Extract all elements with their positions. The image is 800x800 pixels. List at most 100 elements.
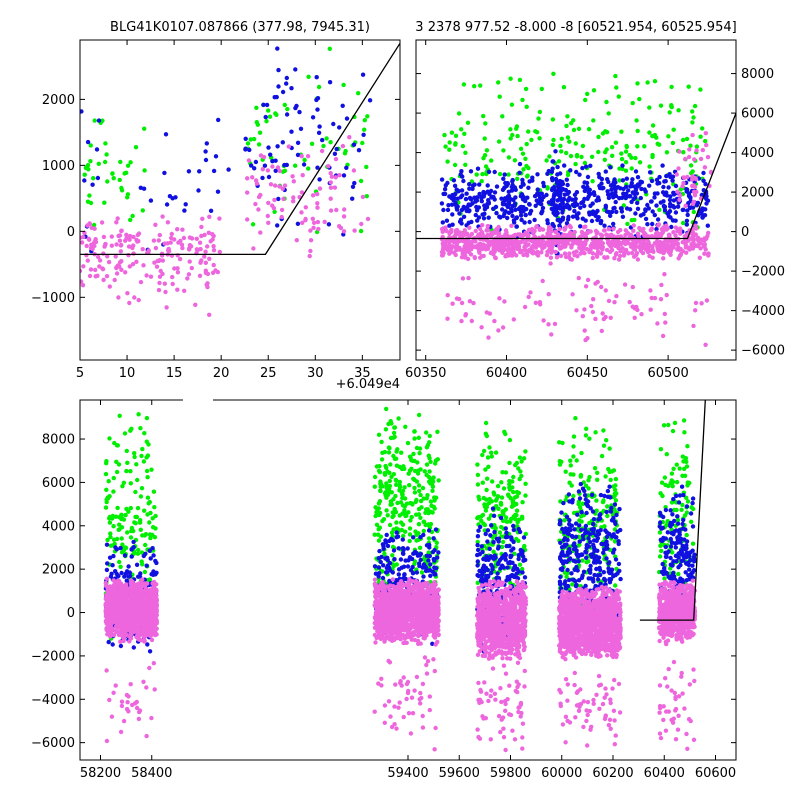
data-point <box>126 564 131 569</box>
data-point <box>341 229 347 234</box>
data-point <box>475 559 480 564</box>
data-point <box>601 185 606 191</box>
data-point <box>520 151 526 156</box>
data-point <box>541 183 547 189</box>
data-point <box>417 545 423 550</box>
data-point <box>405 440 411 446</box>
data-point <box>517 529 523 535</box>
data-point <box>280 186 285 191</box>
data-point <box>666 549 671 554</box>
data-point <box>645 80 650 85</box>
data-point <box>265 168 271 173</box>
data-point <box>584 246 590 252</box>
data-point <box>521 233 526 238</box>
data-point <box>620 166 625 172</box>
data-point <box>603 578 608 583</box>
data-point <box>338 225 344 231</box>
data-point <box>566 214 571 220</box>
data-point <box>700 126 705 131</box>
data-point <box>165 248 171 253</box>
data-point <box>294 238 299 243</box>
data-point <box>130 245 135 251</box>
data-point <box>631 228 636 233</box>
data-point <box>376 565 382 570</box>
data-point <box>157 232 162 238</box>
data-point <box>136 547 141 553</box>
data-point <box>702 251 707 256</box>
data-point <box>669 573 675 578</box>
data-point <box>516 538 521 544</box>
data-point <box>546 243 551 248</box>
data-point <box>423 522 428 528</box>
data-point <box>119 185 124 191</box>
data-point <box>480 572 485 577</box>
data-point <box>583 97 588 103</box>
data-point <box>566 204 572 209</box>
data-point <box>566 557 571 563</box>
data-point <box>396 546 401 551</box>
data-point <box>595 548 600 553</box>
data-point <box>453 191 458 197</box>
data-point <box>565 114 570 119</box>
data-point <box>387 578 392 584</box>
data-point <box>484 228 489 233</box>
data-point <box>114 220 119 225</box>
data-point <box>485 238 490 243</box>
data-point <box>198 260 203 265</box>
data-point <box>280 89 286 95</box>
data-point <box>123 238 128 243</box>
data-point <box>114 459 119 464</box>
data-point <box>640 250 646 256</box>
data-point <box>440 229 445 234</box>
data-point <box>173 195 178 200</box>
data-point <box>549 198 555 203</box>
data-point <box>473 244 478 249</box>
data-point <box>524 141 529 147</box>
data-point <box>479 199 484 204</box>
data-point <box>595 577 601 582</box>
data-point <box>426 528 432 533</box>
data-point <box>503 552 508 557</box>
data-point <box>160 214 165 219</box>
data-point <box>149 572 154 577</box>
data-point <box>418 557 423 563</box>
data-point <box>119 267 124 272</box>
data-point <box>502 429 507 434</box>
data-point <box>308 248 313 254</box>
data-point <box>467 299 473 304</box>
data-point <box>683 456 689 461</box>
data-point <box>594 508 599 513</box>
data-point <box>93 237 98 242</box>
data-point <box>136 231 142 236</box>
data-point <box>340 143 346 149</box>
data-point <box>385 557 390 563</box>
data-point <box>103 471 109 477</box>
data-point <box>564 177 569 182</box>
data-point <box>475 515 480 521</box>
data-point <box>544 158 549 163</box>
data-point <box>627 299 632 305</box>
data-point <box>639 186 644 192</box>
data-point <box>574 214 579 219</box>
data-point <box>557 191 563 196</box>
data-point <box>87 193 92 198</box>
data-point <box>162 241 167 246</box>
data-point <box>415 471 421 476</box>
data-point <box>377 469 383 475</box>
data-point <box>163 289 168 295</box>
data-point <box>516 553 521 558</box>
data-point <box>138 185 143 190</box>
data-point <box>518 210 524 215</box>
data-point <box>491 247 496 252</box>
data-point <box>635 144 640 149</box>
data-point <box>445 207 451 213</box>
data-point <box>88 159 93 164</box>
data-point <box>511 489 516 495</box>
data-point <box>485 183 490 188</box>
data-point <box>116 295 121 300</box>
data-point <box>197 240 203 245</box>
data-point <box>560 201 566 206</box>
data-point <box>264 119 269 124</box>
